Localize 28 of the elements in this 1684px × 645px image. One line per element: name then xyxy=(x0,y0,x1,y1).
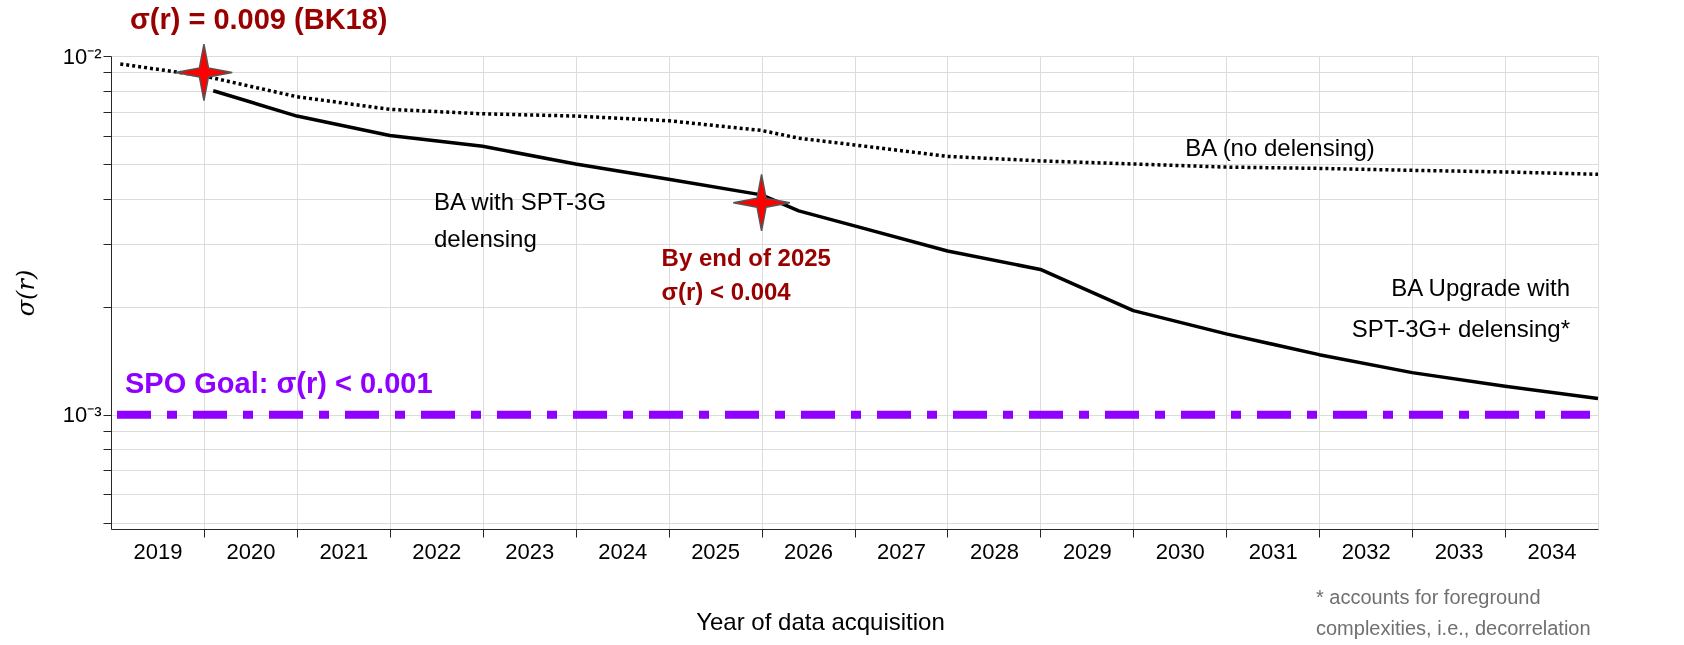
x-tick-label: 2029 xyxy=(1062,538,1112,564)
ref-line-label: SPO Goal: σ(r) < 0.001 xyxy=(125,367,433,399)
line-series xyxy=(118,62,1600,177)
annotation: By end of 2025 σ(r) < 0.004 xyxy=(661,243,831,305)
x-tick-label: 2034 xyxy=(1527,538,1577,564)
x-tick-label: 2027 xyxy=(876,538,926,564)
series-label: BA with SPT-3G delensing xyxy=(434,188,607,252)
x-tick-label: 2030 xyxy=(1155,538,1205,564)
x-tick-label: 2020 xyxy=(226,538,276,564)
x-tick-label: 2021 xyxy=(319,538,369,564)
annotation: BA Upgrade with SPT-3G+ delensing* xyxy=(1351,274,1570,342)
y-tick-label: 10⁻² xyxy=(62,43,102,69)
y-axis-title: σ(r) xyxy=(11,269,40,317)
x-tick-label: 2019 xyxy=(133,538,183,564)
x-tick-label: 2031 xyxy=(1248,538,1298,564)
x-tick-label: 2023 xyxy=(505,538,555,564)
text: * accounts for foreground complexities, i.e., decorrelation xyxy=(1316,586,1591,639)
x-tick-label: 2032 xyxy=(1341,538,1391,564)
x-tick-label: 2028 xyxy=(969,538,1019,564)
x-axis-title: Year of data acquisition xyxy=(696,607,945,635)
y-tick-label: 10⁻³ xyxy=(62,402,102,428)
x-tick-label: 2026 xyxy=(784,538,834,564)
x-tick-label: 2024 xyxy=(598,538,648,564)
series-label: BA (no delensing) xyxy=(1185,134,1375,161)
x-tick-label: 2033 xyxy=(1434,538,1484,564)
annotation: σ(r) = 0.009 (BK18) xyxy=(129,3,388,36)
x-tick-label: 2022 xyxy=(412,538,462,564)
x-tick-label: 2025 xyxy=(691,538,741,564)
